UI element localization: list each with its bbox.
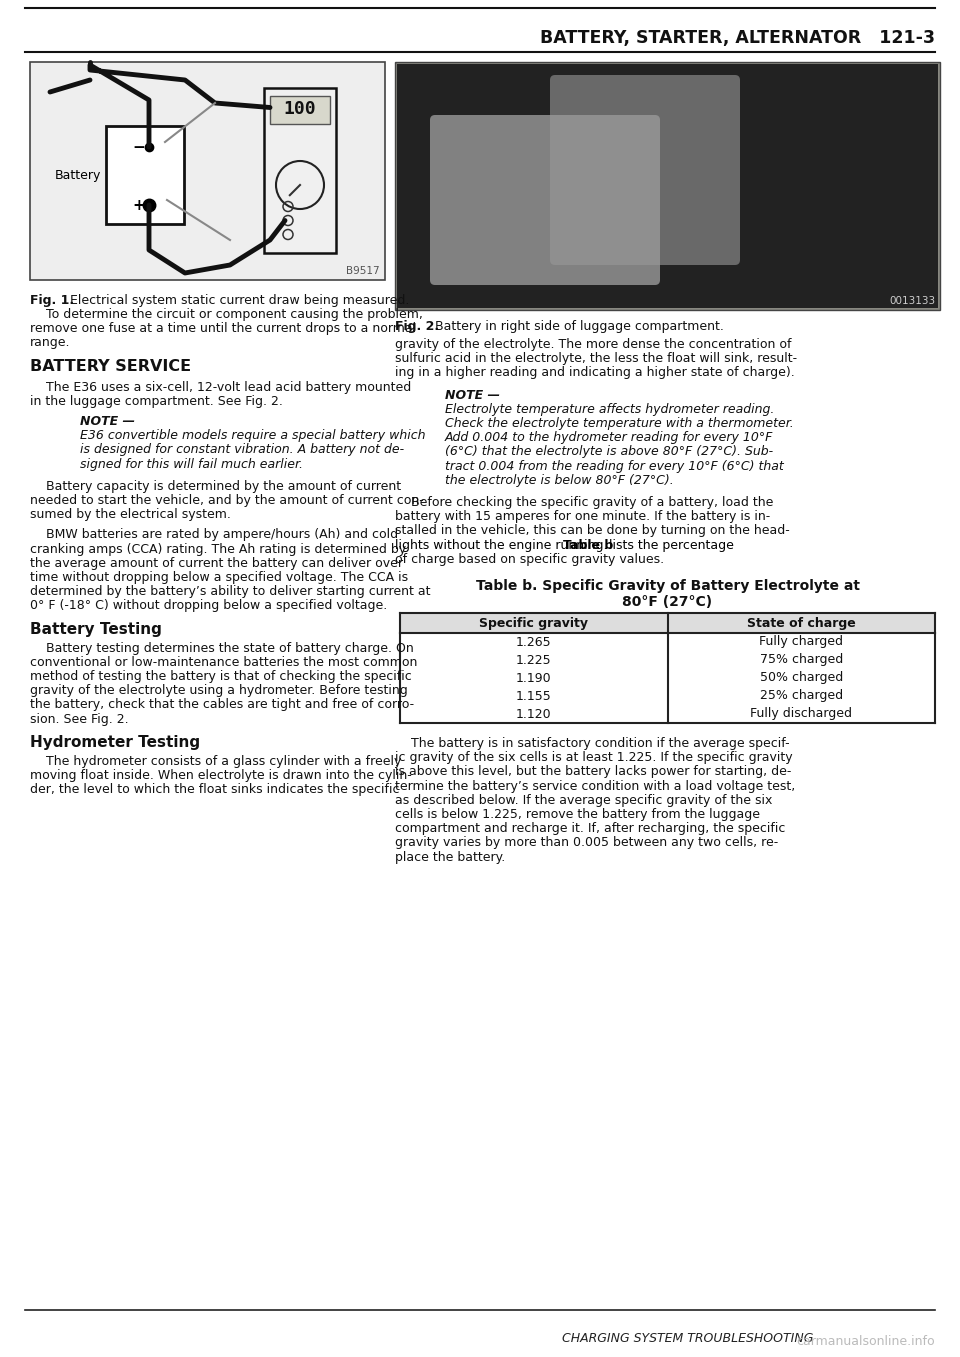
- Text: stalled in the vehicle, this can be done by turning on the head-: stalled in the vehicle, this can be done…: [395, 524, 790, 537]
- Bar: [400, 613, 935, 632]
- Text: the average amount of current the battery can deliver over: the average amount of current the batter…: [30, 556, 403, 570]
- Text: lights without the engine running.: lights without the engine running.: [395, 539, 612, 551]
- Text: 1.265: 1.265: [516, 635, 552, 649]
- Text: 1.190: 1.190: [516, 672, 552, 684]
- Bar: [106, 126, 184, 224]
- Text: Electrical system static current draw being measured.: Electrical system static current draw be…: [62, 294, 409, 307]
- Text: Electrolyte temperature affects hydrometer reading.: Electrolyte temperature affects hydromet…: [445, 403, 775, 415]
- Text: 1.120: 1.120: [516, 707, 552, 721]
- Bar: [397, 64, 938, 308]
- Text: Fully charged: Fully charged: [759, 635, 843, 649]
- Text: sumed by the electrical system.: sumed by the electrical system.: [30, 509, 230, 521]
- Text: Before checking the specific gravity of a battery, load the: Before checking the specific gravity of …: [395, 497, 774, 509]
- FancyBboxPatch shape: [550, 75, 740, 265]
- Text: The E36 uses a six-cell, 12-volt lead acid battery mounted: The E36 uses a six-cell, 12-volt lead ac…: [30, 380, 411, 394]
- Text: B9517: B9517: [347, 266, 380, 275]
- Text: 50% charged: 50% charged: [759, 672, 843, 684]
- Text: place the battery.: place the battery.: [395, 851, 505, 863]
- Text: gravity of the electrolyte using a hydrometer. Before testing: gravity of the electrolyte using a hydro…: [30, 684, 408, 697]
- Text: Table b: Table b: [563, 539, 613, 551]
- Text: is above this level, but the battery lacks power for starting, de-: is above this level, but the battery lac…: [395, 765, 791, 779]
- Text: Check the electrolyte temperature with a thermometer.: Check the electrolyte temperature with a…: [445, 417, 794, 430]
- Text: 80°F (27°C): 80°F (27°C): [622, 594, 712, 609]
- Bar: [395, 62, 940, 309]
- Text: time without dropping below a specified voltage. The CCA is: time without dropping below a specified …: [30, 571, 408, 584]
- Text: 75% charged: 75% charged: [759, 654, 843, 666]
- Text: Hydrometer Testing: Hydrometer Testing: [30, 734, 200, 750]
- Text: BATTERY SERVICE: BATTERY SERVICE: [30, 358, 191, 373]
- Bar: [264, 87, 336, 252]
- Text: battery with 15 amperes for one minute. If the battery is in-: battery with 15 amperes for one minute. …: [395, 510, 770, 524]
- Text: 0° F (-18° C) without dropping below a specified voltage.: 0° F (-18° C) without dropping below a s…: [30, 600, 387, 612]
- Text: needed to start the vehicle, and by the amount of current con-: needed to start the vehicle, and by the …: [30, 494, 423, 508]
- FancyBboxPatch shape: [430, 115, 660, 285]
- Text: range.: range.: [30, 337, 70, 349]
- Text: termine the battery’s service condition with a load voltage test,: termine the battery’s service condition …: [395, 780, 795, 792]
- Text: Battery: Battery: [55, 168, 101, 182]
- Text: of charge based on specific gravity values.: of charge based on specific gravity valu…: [395, 552, 664, 566]
- Text: BATTERY, STARTER, ALTERNATOR   121-3: BATTERY, STARTER, ALTERNATOR 121-3: [540, 28, 935, 47]
- Text: Battery in right side of luggage compartment.: Battery in right side of luggage compart…: [427, 320, 724, 332]
- Text: the battery, check that the cables are tight and free of corro-: the battery, check that the cables are t…: [30, 699, 414, 711]
- Text: as described below. If the average specific gravity of the six: as described below. If the average speci…: [395, 794, 773, 807]
- Text: 1.225: 1.225: [516, 654, 552, 666]
- Text: the electrolyte is below 80°F (27°C).: the electrolyte is below 80°F (27°C).: [445, 474, 674, 487]
- Text: State of charge: State of charge: [747, 616, 855, 630]
- Text: signed for this will fail much earlier.: signed for this will fail much earlier.: [80, 457, 303, 471]
- Text: in the luggage compartment. See Fig. 2.: in the luggage compartment. See Fig. 2.: [30, 395, 283, 408]
- Bar: [270, 95, 330, 123]
- Text: carmanualsonline.info: carmanualsonline.info: [797, 1335, 935, 1348]
- Text: lists the percentage: lists the percentage: [605, 539, 733, 551]
- Text: Battery Testing: Battery Testing: [30, 622, 162, 636]
- Text: cranking amps (CCA) rating. The Ah rating is determined by: cranking amps (CCA) rating. The Ah ratin…: [30, 543, 406, 555]
- Text: +: +: [132, 198, 145, 213]
- Text: ing in a higher reading and indicating a higher state of charge).: ing in a higher reading and indicating a…: [395, 366, 795, 380]
- Text: Specific gravity: Specific gravity: [479, 616, 588, 630]
- Text: 0013133: 0013133: [889, 296, 935, 305]
- Text: The hydrometer consists of a glass cylinder with a freely: The hydrometer consists of a glass cylin…: [30, 754, 401, 768]
- Text: Battery testing determines the state of battery charge. On: Battery testing determines the state of …: [30, 642, 414, 654]
- Text: remove one fuse at a time until the current drops to a normal: remove one fuse at a time until the curr…: [30, 322, 416, 335]
- Text: moving float inside. When electrolyte is drawn into the cylin-: moving float inside. When electrolyte is…: [30, 769, 412, 782]
- Text: is designed for constant vibration. A battery not de-: is designed for constant vibration. A ba…: [80, 444, 404, 456]
- Text: sulfuric acid in the electrolyte, the less the float will sink, result-: sulfuric acid in the electrolyte, the le…: [395, 353, 797, 365]
- Text: sion. See Fig. 2.: sion. See Fig. 2.: [30, 712, 129, 726]
- Text: 25% charged: 25% charged: [759, 689, 843, 703]
- Text: NOTE —: NOTE —: [80, 415, 135, 427]
- Bar: [30, 62, 385, 280]
- Text: Fully discharged: Fully discharged: [751, 707, 852, 721]
- Text: cells is below 1.225, remove the battery from the luggage: cells is below 1.225, remove the battery…: [395, 807, 760, 821]
- Text: method of testing the battery is that of checking the specific: method of testing the battery is that of…: [30, 670, 412, 683]
- Text: NOTE —: NOTE —: [445, 388, 500, 402]
- Text: 100: 100: [284, 100, 316, 118]
- Text: compartment and recharge it. If, after recharging, the specific: compartment and recharge it. If, after r…: [395, 822, 785, 835]
- Text: Table b. Specific Gravity of Battery Electrolyte at: Table b. Specific Gravity of Battery Ele…: [475, 579, 859, 593]
- Text: Fig. 1.: Fig. 1.: [30, 294, 74, 307]
- Text: der, the level to which the float sinks indicates the specific: der, the level to which the float sinks …: [30, 783, 399, 797]
- Text: determined by the battery’s ability to deliver starting current at: determined by the battery’s ability to d…: [30, 585, 430, 598]
- Text: BMW batteries are rated by ampere/hours (Ah) and cold: BMW batteries are rated by ampere/hours …: [30, 528, 398, 541]
- Text: conventional or low-maintenance batteries the most common: conventional or low-maintenance batterie…: [30, 655, 418, 669]
- Text: (6°C) that the electrolyte is above 80°F (27°C). Sub-: (6°C) that the electrolyte is above 80°F…: [445, 445, 773, 459]
- Text: To determine the circuit or component causing the problem,: To determine the circuit or component ca…: [30, 308, 422, 322]
- Text: Fig. 2.: Fig. 2.: [395, 320, 439, 332]
- Text: Battery capacity is determined by the amount of current: Battery capacity is determined by the am…: [30, 480, 401, 493]
- Text: 1.155: 1.155: [516, 689, 552, 703]
- Text: Add 0.004 to the hydrometer reading for every 10°F: Add 0.004 to the hydrometer reading for …: [445, 432, 774, 444]
- Text: E36 convertible models require a special battery which: E36 convertible models require a special…: [80, 429, 425, 442]
- Text: ic gravity of the six cells is at least 1.225. If the specific gravity: ic gravity of the six cells is at least …: [395, 752, 793, 764]
- Text: CHARGING SYSTEM TROUBLESHOOTING: CHARGING SYSTEM TROUBLESHOOTING: [562, 1333, 813, 1345]
- Text: tract 0.004 from the reading for every 10°F (6°C) that: tract 0.004 from the reading for every 1…: [445, 460, 783, 472]
- Text: −: −: [132, 140, 145, 155]
- Text: gravity varies by more than 0.005 between any two cells, re-: gravity varies by more than 0.005 betwee…: [395, 836, 779, 849]
- Text: The battery is in satisfactory condition if the average specif-: The battery is in satisfactory condition…: [395, 737, 790, 750]
- Text: gravity of the electrolyte. The more dense the concentration of: gravity of the electrolyte. The more den…: [395, 338, 791, 351]
